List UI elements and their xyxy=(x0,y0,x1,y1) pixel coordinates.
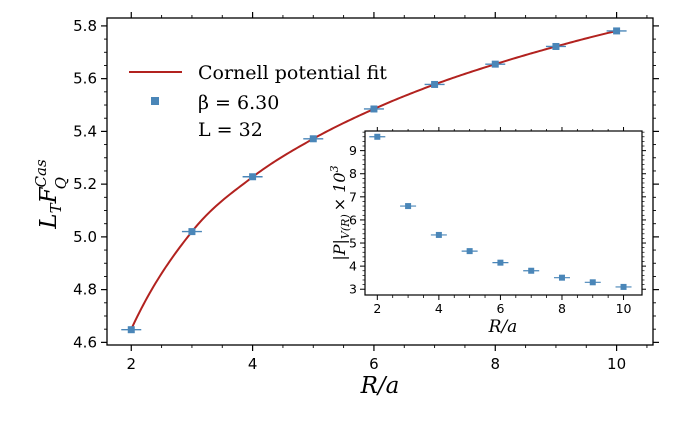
y-tick-label: 5.0 xyxy=(73,228,97,246)
inset-y-label-abs: |P| xyxy=(330,239,349,261)
main-data-points xyxy=(121,27,627,334)
legend: Cornell potential fit β = 6.30 L = 32 xyxy=(129,62,387,141)
inset-x-tick-label: 4 xyxy=(435,301,443,316)
x-tick-label: 4 xyxy=(248,355,258,373)
y-tick-label: 4.8 xyxy=(73,281,97,299)
data-point xyxy=(491,60,499,68)
data-point xyxy=(188,228,196,236)
inset-y-tick-label: 9 xyxy=(349,143,357,158)
inset-data-point xyxy=(374,133,381,140)
inset-data-point xyxy=(497,259,504,266)
y-label-sym: F xyxy=(36,186,62,204)
main-ticks: 2 4 6 8 10 4.6 4.8 5.0 5.2 5.4 5.6 5.8 xyxy=(73,12,659,373)
inset-y-tick-label: 7 xyxy=(349,189,357,204)
inset-plot-frame xyxy=(364,130,643,296)
data-point xyxy=(127,326,135,334)
legend-data-marker xyxy=(151,97,159,105)
inset-y-tick-label: 5 xyxy=(349,236,357,251)
legend-lattice-label: L = 32 xyxy=(198,119,263,141)
legend-beta-label: β = 6.30 xyxy=(198,92,279,114)
x-tick-label: 6 xyxy=(369,355,379,373)
inset-data-point xyxy=(558,274,565,281)
y-tick-label: 5.2 xyxy=(73,175,97,193)
inset-y-tick-label: 8 xyxy=(349,166,357,181)
inset-ticks: 2 4 6 8 10 3 4 5 6 7 8 9 xyxy=(349,127,646,316)
main-plot-frame xyxy=(106,17,654,346)
inset-data-point xyxy=(620,283,627,290)
main-x-axis-label: R/a xyxy=(360,373,400,399)
inset-x-tick-label: 8 xyxy=(558,301,566,316)
inset-data-point xyxy=(528,267,535,274)
inset-y-tick-label: 4 xyxy=(349,259,357,274)
data-point xyxy=(309,135,317,143)
y-label-sym-sub: Q xyxy=(52,177,70,189)
y-label-base-sub: T xyxy=(47,202,65,213)
inset-x-tick-label: 2 xyxy=(373,301,381,316)
x-tick-label: 8 xyxy=(490,355,500,373)
y-tick-label: 5.6 xyxy=(73,70,97,88)
y-tick-label: 5.8 xyxy=(73,17,97,35)
inset-y-tick-label: 6 xyxy=(349,212,357,227)
data-point xyxy=(613,27,621,35)
inset-data-point xyxy=(466,248,473,255)
y-label-base: L xyxy=(36,213,62,229)
inset-x-tick-label: 6 xyxy=(496,301,504,316)
inset-data-point xyxy=(589,279,596,286)
inset-y-axis-label: |P|V(R) × 103 xyxy=(328,165,352,260)
inset-y-label-exp: 3 xyxy=(328,165,341,172)
svg-text:|P|V(R)× 103: |P|V(R) × 103 xyxy=(328,165,352,260)
inset-x-axis-label: R/a xyxy=(488,317,518,337)
inset-y-label-sub: V(R) xyxy=(339,214,352,239)
main-y-axis-label: LTFCas Q xyxy=(32,159,70,230)
data-point xyxy=(431,80,439,88)
y-tick-label: 5.4 xyxy=(73,122,97,140)
inset-y-tick-label: 3 xyxy=(349,282,357,297)
x-tick-label: 10 xyxy=(607,355,626,373)
legend-fit-label: Cornell potential fit xyxy=(198,62,387,84)
data-point xyxy=(249,173,257,181)
data-point xyxy=(552,42,560,50)
data-point xyxy=(370,105,378,113)
inset-data-point xyxy=(435,231,442,238)
y-label-sym-sup: Cas xyxy=(32,159,50,187)
inset-data-points xyxy=(369,133,632,290)
inset-data-point xyxy=(405,203,412,210)
inset-x-tick-label: 10 xyxy=(616,301,632,316)
inset-y-label-times: × 10 xyxy=(330,172,349,211)
x-tick-label: 2 xyxy=(126,355,136,373)
y-tick-label: 4.6 xyxy=(73,333,97,351)
